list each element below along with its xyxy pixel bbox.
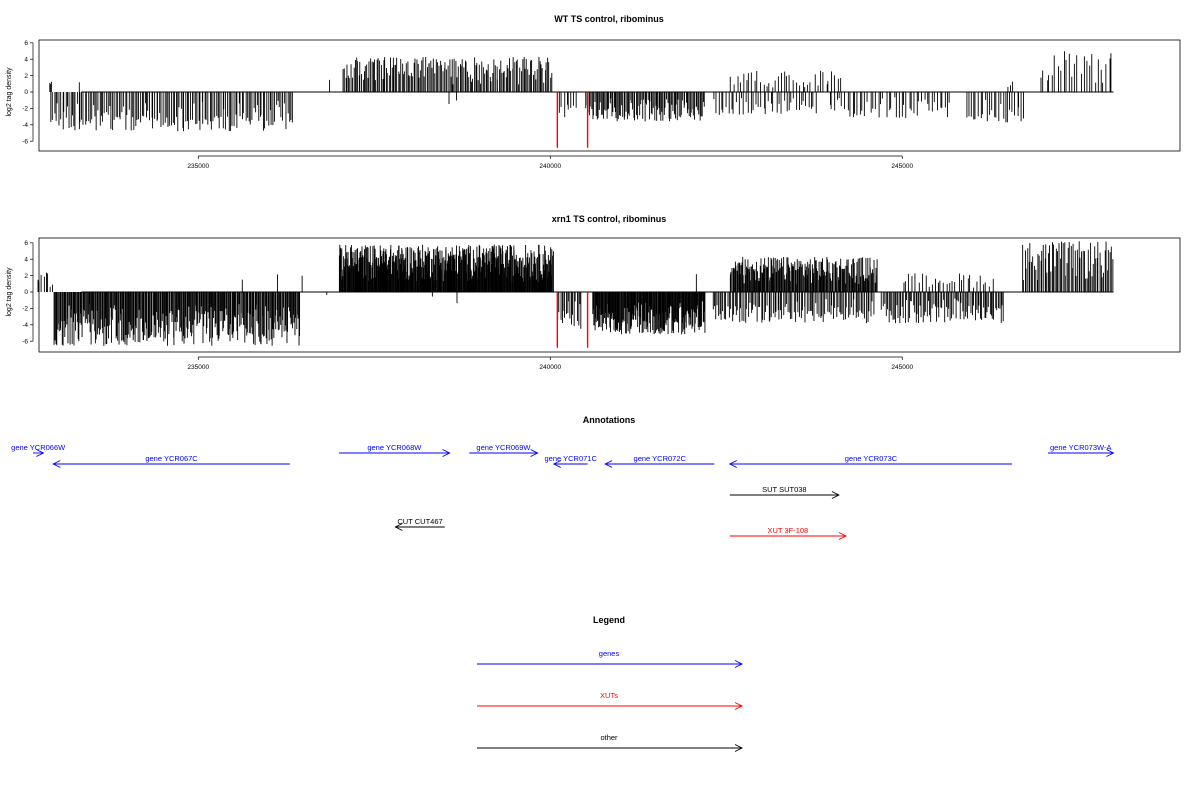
annotation-label: SUT SUT038 bbox=[762, 485, 806, 494]
legend-item-arrowhead bbox=[734, 744, 744, 752]
legend-items: genes XUTs other bbox=[477, 649, 744, 752]
annotation-feature-arrowhead bbox=[530, 449, 539, 457]
xrn1-axes: -6 -4 -2 0 2 4 6 235000 240000 245000 bbox=[22, 240, 913, 371]
wt-x-tick-label: 245000 bbox=[891, 163, 913, 170]
annotations-title: Annotations bbox=[583, 415, 636, 425]
legend-item-label: genes bbox=[599, 649, 620, 658]
annotation-label: CUT CUT467 bbox=[397, 517, 442, 526]
annotation-feature: SUT SUT038 bbox=[729, 485, 840, 499]
wt-y-tick-label: 2 bbox=[24, 73, 28, 80]
annotation-feature: CUT CUT467 bbox=[394, 517, 445, 531]
wt-plot-frame bbox=[38, 39, 1181, 152]
legend-item-arrowhead bbox=[734, 702, 744, 710]
legend-item: other bbox=[477, 733, 744, 752]
legend-item: XUTs bbox=[477, 691, 744, 710]
wt-y-tick-label: 6 bbox=[24, 40, 28, 47]
annotation-label: gene YCR073W-A bbox=[1050, 443, 1111, 452]
annotation-feature-arrowhead bbox=[36, 449, 45, 457]
legend-item-arrowhead bbox=[734, 660, 744, 668]
wt-y-tick-label: 4 bbox=[24, 56, 28, 63]
annotation-feature: gene YCR068W bbox=[339, 443, 451, 457]
wt-y-tick-label: -4 bbox=[22, 122, 28, 129]
wt-track-title: WT TS control, ribominus bbox=[554, 14, 664, 24]
annotation-feature-arrowhead bbox=[442, 449, 451, 457]
annotation-label: gene YCR068W bbox=[367, 443, 422, 452]
xrn1-highlights bbox=[556, 292, 589, 348]
annotation-label: XUT 3F-108 bbox=[768, 526, 809, 535]
wt-y-tick-label: -2 bbox=[22, 106, 28, 113]
annotation-feature: gene YCR066W bbox=[11, 443, 66, 457]
annotation-feature: gene YCR069W bbox=[469, 443, 539, 457]
annotation-feature-arrowhead bbox=[831, 491, 840, 499]
legend-item-label: other bbox=[600, 733, 618, 742]
legend-item-label: XUTs bbox=[600, 691, 618, 700]
xrn1-track-title: xrn1 TS control, ribominus bbox=[552, 214, 667, 224]
annotation-feature: gene YCR071C bbox=[544, 454, 597, 468]
annotation-label: gene YCR072C bbox=[634, 454, 687, 463]
xrn1-track-ylabel: log2 tag density bbox=[6, 267, 13, 317]
xrn1-x-tick-label: 240000 bbox=[539, 364, 561, 371]
xrn1-bars bbox=[37, 241, 1114, 346]
wt-y-tick-label: 0 bbox=[24, 89, 28, 96]
wt-bars bbox=[49, 51, 1114, 132]
xrn1-y-tick-label: 4 bbox=[24, 256, 28, 263]
wt-axes: -6 -4 -2 0 2 4 6 235000 240000 245000 bbox=[22, 40, 913, 170]
wt-highlights bbox=[556, 92, 589, 148]
annotation-feature: gene YCR073C bbox=[728, 454, 1013, 468]
xrn1-y-tick-label: 2 bbox=[24, 273, 28, 280]
annotation-label: gene YCR071C bbox=[544, 454, 597, 463]
annotation-features: gene YCR066W gene YCR067C gene YCR068W gene… bbox=[11, 443, 1115, 540]
wt-y-tick-label: -6 bbox=[22, 138, 28, 145]
xrn1-track-panel: xrn1 TS control, ribominus log2 tag dens… bbox=[6, 214, 1181, 371]
annotation-feature-arrowhead bbox=[604, 460, 613, 468]
annotation-label: gene YCR066W bbox=[11, 443, 66, 452]
legend-panel: Legend genes XUTs other bbox=[477, 615, 744, 752]
xrn1-y-tick-label: -2 bbox=[22, 306, 28, 313]
xrn1-y-tick-label: 0 bbox=[24, 289, 28, 296]
annotation-feature-arrowhead bbox=[552, 460, 562, 468]
xrn1-plot-frame bbox=[38, 237, 1181, 353]
xrn1-y-tick-label: -4 bbox=[22, 322, 28, 329]
xrn1-x-tick-label: 235000 bbox=[187, 364, 209, 371]
annotation-feature-arrowhead bbox=[838, 532, 847, 540]
annotation-feature: XUT 3F-108 bbox=[729, 526, 847, 540]
xrn1-x-tick-label: 245000 bbox=[891, 364, 913, 371]
wt-x-tick-label: 240000 bbox=[539, 163, 561, 170]
annotation-feature: gene YCR067C bbox=[52, 454, 290, 468]
annotation-feature-arrowhead bbox=[52, 460, 61, 468]
annotation-feature: gene YCR073W-A bbox=[1048, 443, 1115, 457]
legend-item: genes bbox=[477, 649, 744, 668]
annotation-feature-arrowhead bbox=[728, 460, 738, 468]
annotation-label: gene YCR073C bbox=[845, 454, 898, 463]
wt-x-tick-label: 235000 bbox=[187, 163, 209, 170]
xrn1-y-tick-label: 6 bbox=[24, 240, 28, 247]
annotation-label: gene YCR069W bbox=[476, 443, 531, 452]
legend-title: Legend bbox=[593, 615, 625, 625]
annotation-label: gene YCR067C bbox=[145, 454, 198, 463]
xrn1-y-tick-label: -6 bbox=[22, 338, 28, 345]
annotation-feature-arrowhead bbox=[1106, 449, 1115, 457]
annotation-feature-arrowhead bbox=[394, 523, 403, 531]
annotation-feature: gene YCR072C bbox=[604, 454, 715, 468]
wt-track-panel: WT TS control, ribominus log2 tag densit… bbox=[6, 14, 1181, 170]
wt-track-ylabel: log2 tag density bbox=[6, 67, 13, 117]
